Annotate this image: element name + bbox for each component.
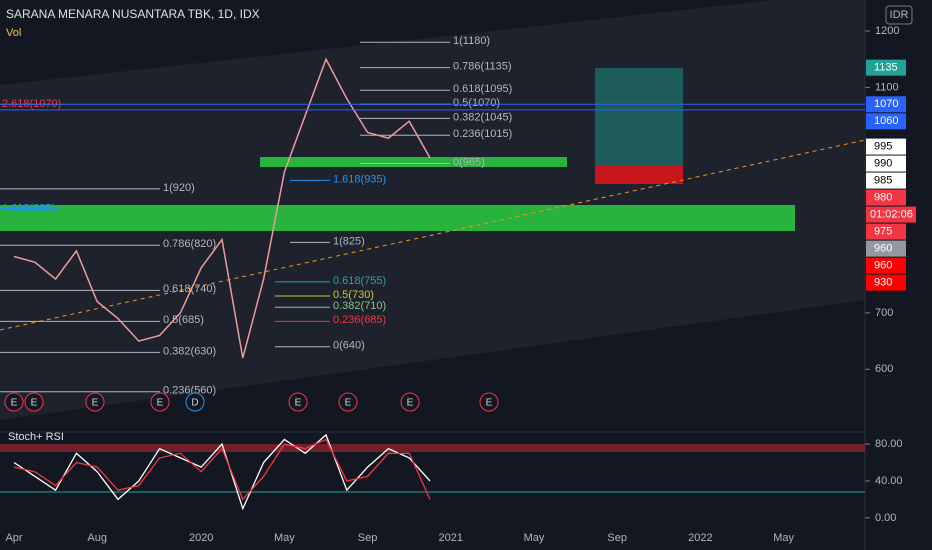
fib-label: 0.236(1015) — [453, 128, 512, 140]
x-tick-label: 2020 — [189, 532, 213, 544]
x-tick-label: Sep — [607, 532, 627, 544]
fib-label: 0.786(1135) — [453, 61, 512, 73]
y-tick-label: 1200 — [875, 25, 899, 37]
price-label-box — [866, 189, 906, 206]
fib-label: 0.5(1070) — [453, 97, 500, 109]
fib-label: 0(965) — [453, 156, 485, 168]
price-label-box — [866, 96, 906, 113]
event-label: E — [486, 398, 493, 409]
event-label: E — [407, 398, 414, 409]
fib-label: 0.382(1045) — [453, 111, 512, 123]
price-label-box — [866, 257, 906, 274]
event-label: E — [31, 398, 38, 409]
event-marker — [4, 392, 24, 412]
currency-box — [885, 5, 913, 25]
event-marker — [479, 392, 499, 412]
trend-line — [0, 139, 866, 331]
event-marker — [150, 392, 170, 412]
y-tick-label: 1100 — [875, 81, 899, 93]
y-tick-label: 600 — [875, 363, 893, 375]
fib-label: 0.236(560) — [163, 385, 216, 397]
x-tick-label: Sep — [358, 532, 378, 544]
event-marker — [185, 392, 205, 412]
price-label-box — [866, 155, 906, 172]
price-label: 1135 — [874, 62, 898, 74]
fib-label: 0.382(630) — [163, 345, 216, 357]
fib-label: 0.5(730) — [333, 289, 374, 301]
fib-label: 1(825) — [333, 235, 365, 247]
indicator-title: Stoch+ RSI — [8, 431, 64, 443]
fib-label: 0.5(685) — [163, 314, 204, 326]
price-label-box — [866, 138, 906, 155]
price-label: 990 — [874, 157, 892, 169]
event-label: E — [92, 398, 99, 409]
x-tick-label: 2022 — [688, 532, 712, 544]
fib-label: 0.786(820) — [163, 238, 216, 250]
fib-label: 0(640) — [333, 340, 365, 352]
price-label: 980 — [874, 191, 892, 203]
price-label: 930 — [874, 276, 892, 288]
stoch-line — [13, 438, 431, 501]
price-label: 960 — [874, 259, 892, 271]
stoch-line — [13, 433, 431, 511]
event-marker — [24, 392, 44, 412]
price-label: 985 — [874, 174, 892, 186]
x-tick-label: Apr — [5, 532, 22, 544]
event-marker — [338, 392, 358, 412]
price-label: 1070 — [874, 98, 898, 110]
event-label: E — [295, 398, 302, 409]
x-tick-label: 2021 — [439, 532, 463, 544]
price-label-box — [866, 240, 906, 257]
event-marker — [400, 392, 420, 412]
price-label: 960 — [874, 242, 892, 254]
price-label: 975 — [874, 225, 892, 237]
zone — [0, 205, 795, 231]
x-tick-label: May — [274, 532, 295, 544]
price-label-box — [866, 223, 906, 240]
price-line — [13, 57, 431, 359]
fib-label: 1.618(885) — [2, 202, 55, 214]
overbought-band — [0, 444, 865, 452]
fib-label: 1(1180) — [453, 35, 490, 47]
y-tick-label: 80.00 — [875, 438, 903, 450]
event-marker — [288, 392, 308, 412]
currency: IDR — [890, 9, 909, 21]
event-marker — [85, 392, 105, 412]
event-label: E — [11, 398, 18, 409]
event-label: E — [345, 398, 352, 409]
countdown: 01:02:06 — [870, 208, 913, 220]
x-tick-label: May — [524, 532, 545, 544]
target-box — [595, 68, 683, 165]
x-tick-label: May — [773, 532, 794, 544]
y-tick-label: 700 — [875, 307, 893, 319]
price-label-box — [866, 172, 906, 189]
price-label-box — [866, 274, 906, 291]
countdown-box — [866, 206, 916, 223]
price-label-box — [866, 113, 906, 130]
zone — [260, 157, 567, 167]
subtitle: Vol — [6, 27, 21, 39]
y-tick-label: 40.00 — [875, 475, 903, 487]
event-label: D — [191, 398, 198, 409]
fib-label: 0.618(740) — [163, 283, 216, 295]
fib-label: 0.618(1095) — [453, 83, 512, 95]
event-label: E — [157, 398, 164, 409]
x-tick-label: Aug — [87, 532, 107, 544]
fib-label: 0.236(685) — [333, 314, 386, 326]
price-label-box — [866, 59, 906, 76]
chart-title: SARANA MENARA NUSANTARA TBK, 1D, IDX — [6, 7, 260, 21]
fib-label: 0.382(710) — [333, 300, 386, 312]
fib-label: 1.618(935) — [333, 173, 386, 185]
y-tick-label: 0.00 — [875, 512, 896, 524]
fib-label: 0.618(755) — [333, 275, 386, 287]
fib-label: 1(920) — [163, 182, 195, 194]
stop-box — [595, 165, 683, 184]
price-label: 995 — [874, 140, 892, 152]
price-label: 1060 — [874, 115, 898, 127]
